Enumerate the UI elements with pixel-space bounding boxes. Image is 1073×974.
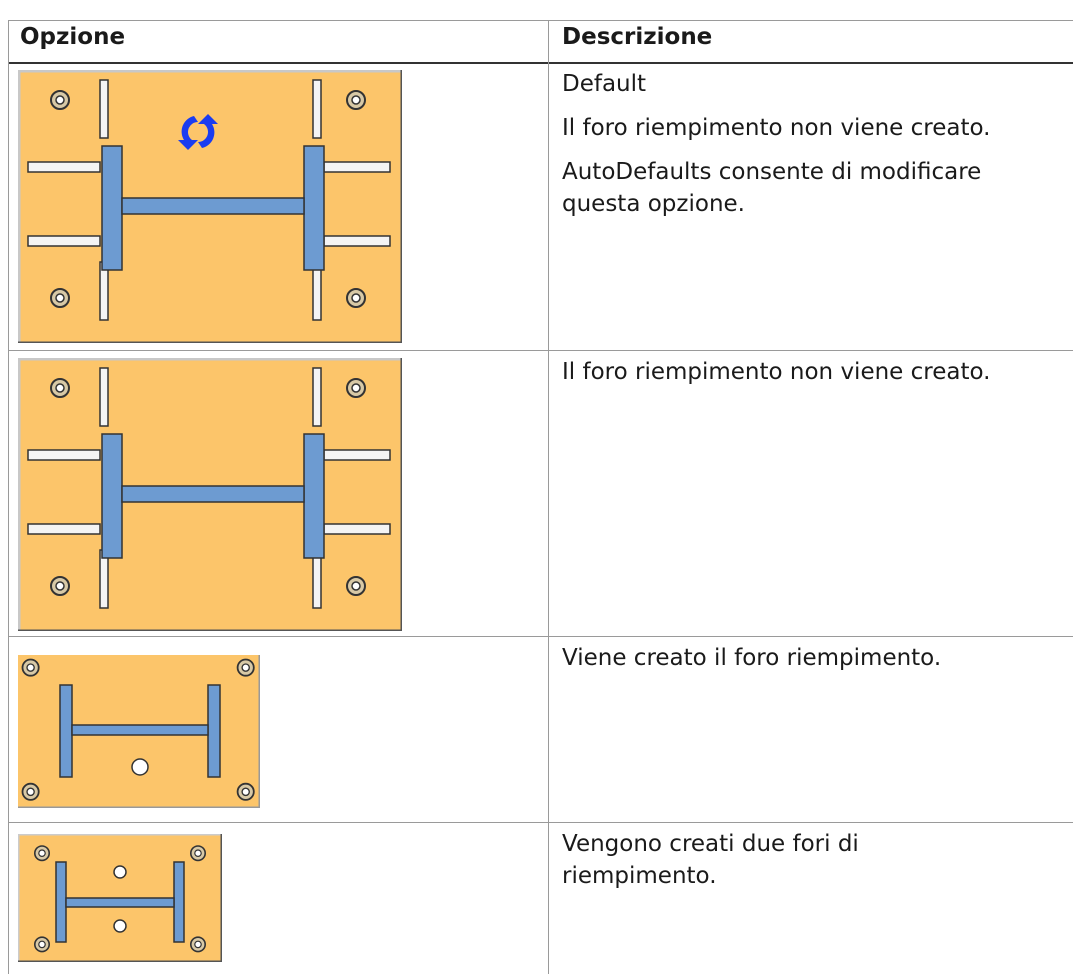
option-icon [18, 358, 402, 631]
paragraph: Viene creato il foro riempimento. [562, 645, 942, 671]
header-cell: Opzione [20, 24, 126, 50]
table-border [8, 20, 1073, 21]
option-icon [18, 655, 260, 808]
table-border [8, 20, 9, 974]
paragraph: Il foro riempimento non viene creato. [562, 359, 991, 385]
paragraph: Vengono creati due fori di riempimento. [562, 831, 859, 889]
paragraph: Default [562, 71, 647, 97]
column-border [548, 20, 549, 974]
description-cell: Il foro riempimento non viene creato. [562, 356, 1067, 400]
description-cell: Vengono creati due fori di riempimento. [562, 828, 942, 904]
header-rule [8, 62, 1073, 64]
description-cell: Viene creato il foro riempimento. [562, 642, 1067, 686]
option-icon [18, 834, 222, 962]
row-border [8, 636, 1073, 637]
paragraph: Il foro riempimento non viene creato. [562, 115, 991, 141]
header-cell: Descrizione [562, 24, 713, 50]
paragraph: AutoDefaults consente di modificare ques… [562, 159, 982, 217]
option-icon [18, 70, 402, 343]
description-cell: Default Il foro riempimento non viene cr… [562, 68, 1067, 232]
row-border [8, 822, 1073, 823]
row-border [8, 350, 1073, 351]
